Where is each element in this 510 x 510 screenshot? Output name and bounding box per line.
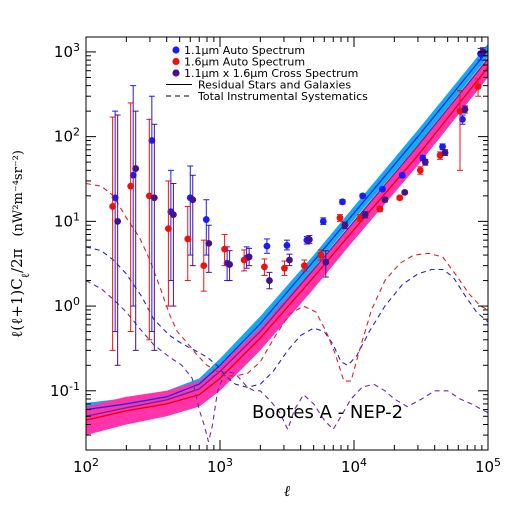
legend-label: 1.1μm Auto Spectrum: [184, 44, 305, 57]
x-axis-title: ℓ: [284, 482, 290, 500]
legend-item-1-6um-auto-spectrum: 1.6μm Auto Spectrum: [172, 56, 305, 69]
1-6um-auto-spectrum-point: [300, 262, 308, 270]
total-instrumental-systematics-1-6um-line: [86, 182, 488, 382]
1-6um-auto-spectrum-point: [109, 203, 117, 210]
annotation-label: Bootes A - NEP-2: [252, 402, 403, 423]
1-1um-x-1-6um-cross-spectrum-point: [114, 217, 122, 225]
y-tick-label: 10-1: [50, 379, 80, 400]
1-1um-auto-spectrum-point: [129, 171, 137, 179]
1-1um-x-1-6um-cross-spectrum-point: [401, 188, 409, 196]
y-axis-title-main: ℓ(ℓ+1)C: [8, 278, 26, 338]
1-1um-x-1-6um-cross-spectrum-point: [381, 196, 389, 204]
1-1um-auto-spectrum-point: [398, 171, 406, 179]
1-1um-auto-spectrum-point: [459, 115, 466, 123]
1-6um-auto-spectrum-point: [127, 182, 135, 190]
y-axis-title: ℓ(ℓ+1)Cℓ/2π (nW²m⁻⁴sr⁻²): [8, 150, 32, 338]
residual-stars-and-galaxies-1-6um-line: [86, 66, 488, 421]
1-6um-auto-spectrum-point: [240, 256, 248, 264]
1-1um-x-1-6um-cross-spectrum-point: [266, 277, 273, 284]
data-points: [109, 47, 487, 366]
1-1um-auto-spectrum-point: [283, 242, 291, 249]
1-1um-auto-spectrum-point: [111, 194, 119, 202]
1-6um-auto-spectrum-point: [474, 83, 482, 90]
legend-marker: [172, 69, 180, 77]
1-1um-auto-spectrum-point: [319, 217, 327, 225]
1-1um-x-1-6um-cross-spectrum-point: [461, 105, 469, 113]
total-instrumental-systematics-cross-line: [86, 280, 488, 442]
legend-item-total-instrumental-systematics: Total Instrumental Systematics: [166, 90, 368, 103]
1-1um-x-1-6um-cross-spectrum-point: [226, 261, 234, 268]
y-axis-title-tail: /2π: [8, 248, 26, 273]
1-6um-auto-spectrum-point: [221, 245, 229, 253]
plot-frame: [85, 36, 489, 451]
1-6um-auto-spectrum-point: [200, 262, 208, 270]
1-1um-x-1-6um-cross-spectrum-point: [441, 149, 449, 156]
1-6um-auto-spectrum-point: [317, 251, 325, 259]
svg-text:ℓ(ℓ+1)Cℓ/2π(nW²m⁻⁴sr⁻²): ℓ(ℓ+1)Cℓ/2π (nW²m⁻⁴sr⁻²): [8, 150, 32, 338]
y-axis-unit: (nW²m⁻⁴sr⁻²): [11, 150, 26, 236]
legend-marker: [172, 57, 180, 66]
1-1um-auto-spectrum-point: [148, 137, 156, 144]
legend-label: Total Instrumental Systematics: [197, 90, 368, 103]
1-1um-x-1-6um-cross-spectrum-point: [132, 165, 140, 172]
1-6um-auto-spectrum-point: [261, 263, 268, 271]
legend-label: Residual Stars and Galaxies: [198, 79, 351, 92]
total-instrumental-systematics-1-1um-line: [86, 246, 488, 388]
1-6um-auto-spectrum-point: [416, 166, 424, 174]
1-1um-x-1-6um-cross-spectrum-point: [245, 253, 253, 261]
legend-item-1-1um-auto-spectrum: 1.1μm Auto Spectrum: [172, 44, 305, 57]
1-6um-auto-spectrum-point: [376, 205, 384, 213]
legend-label: 1.6μm Auto Spectrum: [184, 56, 305, 69]
legend-item-1-1um-x-1-6um-cross-spectrum: 1.1μm x 1.6μm Cross Spectrum: [172, 67, 358, 80]
systematics-lines: [86, 182, 488, 442]
1-1um-auto-spectrum-point: [202, 216, 210, 223]
1-6um-auto-spectrum-point: [436, 152, 444, 159]
y-tick-label: 101: [54, 210, 80, 231]
residual-stars-and-galaxies-1-6um-band: [86, 57, 488, 436]
1-6um-auto-spectrum-point: [396, 194, 404, 202]
1-1um-auto-spectrum-point: [339, 198, 346, 206]
y-tick-label: 100: [54, 295, 80, 316]
1-1um-auto-spectrum-point: [359, 192, 367, 200]
model-lines: [86, 49, 488, 421]
model-bands: [86, 43, 488, 436]
legend-item-residual-stars-and-galaxies: Residual Stars and Galaxies: [166, 79, 351, 92]
1-6um-auto-spectrum-point: [336, 214, 344, 222]
x-tick-label: 103: [207, 456, 233, 477]
1-1um-x-1-6um-cross-spectrum-point: [205, 239, 213, 247]
1-1um-x-1-6um-cross-spectrum-point: [361, 211, 369, 219]
y-tick-label: 103: [54, 40, 80, 61]
x-tick-label: 102: [73, 456, 99, 477]
residual-stars-and-galaxies-1-1um-line: [86, 49, 488, 411]
1-1um-auto-spectrum-point: [379, 185, 386, 193]
1-1um-x-1-6um-cross-spectrum-point: [169, 211, 177, 219]
1-1um-x-1-6um-cross-spectrum-point: [305, 236, 313, 243]
legend-label: 1.1μm x 1.6μm Cross Spectrum: [184, 67, 358, 80]
1-1um-x-1-6um-cross-spectrum-point: [150, 194, 158, 202]
residual-stars-and-galaxies-cross-line: [86, 58, 488, 417]
y-axis-title-sub: ℓ: [19, 273, 32, 278]
x-tick-label: 105: [475, 456, 501, 477]
legend-marker: [172, 46, 180, 54]
x-tick-label: 104: [341, 456, 367, 477]
1-1um-auto-spectrum-point: [263, 242, 271, 250]
1-1um-auto-spectrum-point: [439, 143, 446, 151]
1-1um-x-1-6um-cross-spectrum-point: [421, 158, 429, 166]
y-tick-label: 102: [54, 125, 80, 146]
axis-ticks: 102 103 104 105 10-1 100 101 102 103: [50, 37, 501, 476]
1-1um-x-1-6um-cross-spectrum-point: [322, 258, 330, 266]
1-6um-auto-spectrum-point: [281, 264, 288, 272]
1-6um-auto-spectrum-point: [184, 235, 192, 243]
1-1um-x-1-6um-cross-spectrum-point: [189, 196, 197, 204]
1-1um-x-1-6um-cross-spectrum-point: [286, 256, 293, 264]
1-6um-auto-spectrum-point: [164, 225, 172, 233]
1-1um-x-1-6um-cross-spectrum-point: [341, 221, 349, 229]
1-6um-auto-spectrum-point: [356, 214, 364, 222]
